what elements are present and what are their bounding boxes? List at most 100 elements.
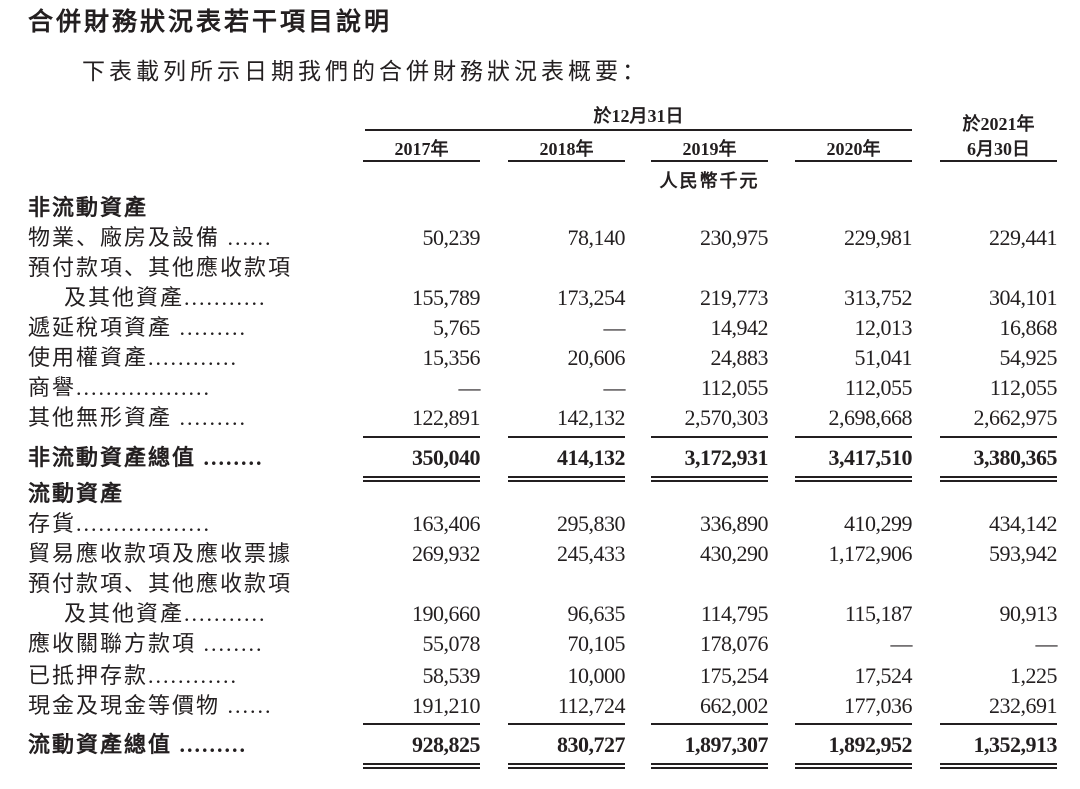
intro-text: 下表載列所示日期我們的合併財務狀況表概要： (82, 59, 649, 84)
header-underline (651, 160, 768, 162)
cell-value: 191,210 (412, 693, 481, 718)
cell-value: 2,698,668 (828, 405, 913, 430)
table-row: 預付款項、其他應收款項 (0, 253, 1080, 283)
cell-value: 430,290 (700, 541, 769, 566)
cell-value: 112,055 (989, 375, 1058, 400)
total-rule (651, 723, 768, 725)
table-row: 使用權資產............ 15,356 20,606 24,883 51,04… (0, 343, 1080, 373)
row-label: 預付款項、其他應收款項 (28, 255, 293, 280)
total-rule (651, 436, 768, 438)
total-row: 非流動資產總值 ........ 350,040 414,132 3,172,931 3… (0, 443, 1080, 473)
cell-value: 662,002 (700, 693, 769, 718)
cell-value: 155,789 (412, 285, 481, 310)
cell-value: 230,975 (700, 225, 769, 250)
cell-value: 112,055 (844, 375, 913, 400)
cell-value: 51,041 (854, 345, 913, 370)
header-year-2019: 2019年 (682, 139, 737, 159)
header-underline (940, 160, 1057, 162)
cell-value: 1,225 (1010, 663, 1058, 688)
cell-value: 78,140 (567, 225, 626, 250)
cell-value: — (890, 631, 913, 656)
table-row: 及其他資產........... 190,660 96,635 114,795 115,… (0, 599, 1080, 629)
header-group-label: 於12月31日 (593, 106, 684, 126)
total-rule (363, 436, 480, 438)
cell-value: 15,356 (422, 345, 481, 370)
total-rule (508, 480, 625, 482)
cell-value: 178,076 (700, 631, 769, 656)
cell-value: 414,132 (557, 445, 626, 470)
cell-value: 313,752 (844, 285, 913, 310)
cell-value: 434,142 (989, 511, 1058, 536)
header-group-rule (365, 129, 912, 131)
cell-value: 20,606 (567, 345, 626, 370)
cell-value: 10,000 (567, 663, 626, 688)
cell-value: 1,352,913 (973, 732, 1058, 757)
header-underline (363, 160, 480, 162)
cell-value: 1,172,906 (828, 541, 913, 566)
total-rule (795, 723, 912, 725)
cell-value: 3,172,931 (684, 445, 769, 470)
page-title: 合併財務狀況表若干項目說明 (28, 9, 393, 36)
row-label: 商譽.................. (28, 375, 212, 400)
cell-value: 96,635 (567, 601, 626, 626)
row-label: 貿易應收款項及應收票據 (28, 541, 293, 566)
row-label: 及其他資產........... (64, 285, 267, 310)
cell-value: 114,795 (700, 601, 769, 626)
total-rule (508, 767, 625, 769)
table-row: 應收關聯方款項 ........ 55,078 70,105 178,076 — — (0, 629, 1080, 659)
cell-value: 112,055 (700, 375, 769, 400)
cell-value: 410,299 (844, 511, 913, 536)
total-rule (363, 723, 480, 725)
table-row: 物業、廠房及設備 ...... 50,239 78,140 230,975 229,98… (0, 223, 1080, 253)
cell-value: 112,724 (557, 693, 626, 718)
header-last-col-line2: 6月30日 (967, 139, 1030, 159)
cell-value: 5,765 (433, 315, 481, 340)
cell-value: 295,830 (557, 511, 626, 536)
cell-value: 1,892,952 (828, 732, 913, 757)
total-rule (795, 436, 912, 438)
cell-value: — (458, 375, 481, 400)
total-rule (795, 480, 912, 482)
cell-value: 3,417,510 (828, 445, 913, 470)
total-rule (508, 436, 625, 438)
row-label: 流動資產 (28, 481, 125, 506)
row-label: 遞延稅項資產 ......... (28, 315, 248, 340)
cell-value: 304,101 (989, 285, 1058, 310)
cell-value: 245,433 (557, 541, 626, 566)
row-label: 非流動資產總值 ........ (28, 445, 264, 470)
cell-value: 1,897,307 (684, 732, 769, 757)
total-rule (363, 767, 480, 769)
cell-value: 350,040 (412, 445, 481, 470)
cell-value: 14,942 (710, 315, 769, 340)
table-row: 貿易應收款項及應收票據 269,932 245,433 430,290 1,172,90… (0, 539, 1080, 569)
header-last-col-line1: 於2021年 (962, 114, 1035, 134)
header-year-2017: 2017年 (394, 139, 449, 159)
cell-value: 175,254 (700, 663, 769, 688)
table-row: 其他無形資產 ......... 122,891 142,132 2,570,303 2… (0, 403, 1080, 433)
header-underline (508, 160, 625, 162)
section-heading: 流動資產 (0, 479, 1080, 509)
table-row: 存貨.................. 163,406 295,830 336,89… (0, 509, 1080, 539)
total-rule (363, 476, 480, 478)
total-rule (508, 476, 625, 478)
total-rule (940, 763, 1057, 765)
cell-value: — (603, 315, 626, 340)
cell-value: 177,036 (844, 693, 913, 718)
total-rule (651, 763, 768, 765)
total-rule (651, 767, 768, 769)
cell-value: — (1035, 631, 1058, 656)
cell-value: 122,891 (412, 405, 481, 430)
cell-value: 115,187 (844, 601, 913, 626)
row-label: 使用權資產............ (28, 345, 239, 370)
unit-label: 人民幣千元 (659, 171, 760, 191)
cell-value: 3,380,365 (973, 445, 1058, 470)
cell-value: 163,406 (412, 511, 481, 536)
cell-value: 55,078 (422, 631, 481, 656)
cell-value: 173,254 (557, 285, 626, 310)
total-rule (795, 476, 912, 478)
cell-value: 90,913 (999, 601, 1058, 626)
total-rule (795, 767, 912, 769)
row-label: 已抵押存款............ (28, 663, 239, 688)
total-rule (940, 723, 1057, 725)
table-row: 已抵押存款............ 58,539 10,000 175,254 17,5… (0, 661, 1080, 691)
